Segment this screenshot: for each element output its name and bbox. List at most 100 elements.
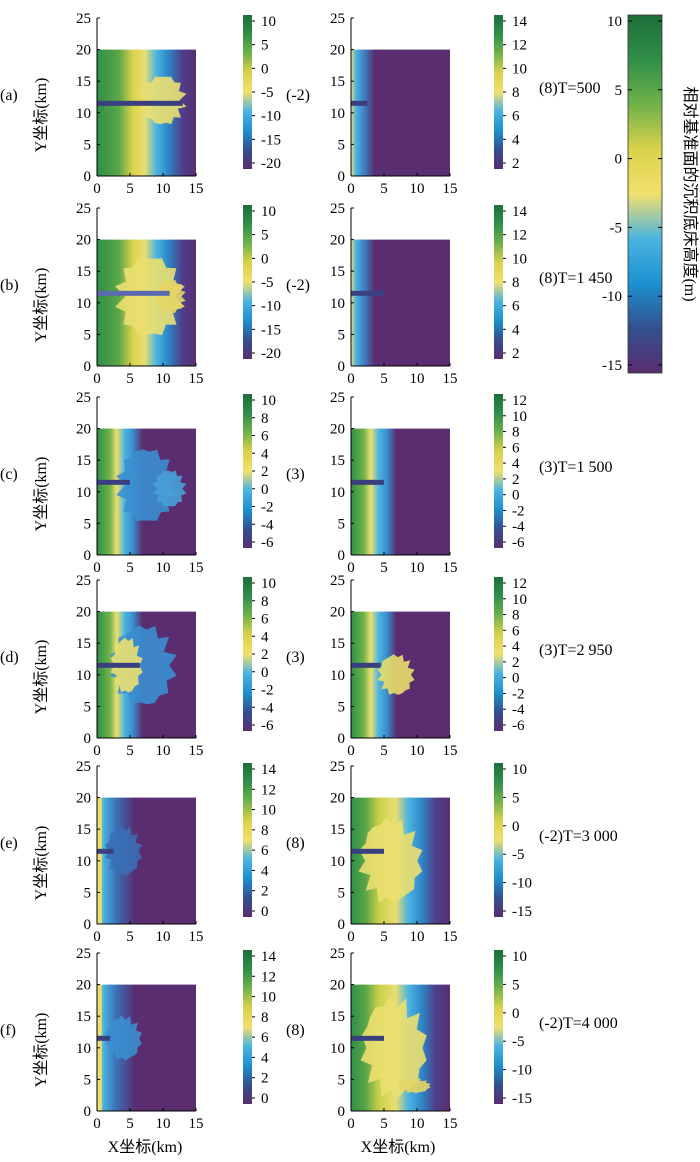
y-tick-label: 20 (330, 791, 345, 807)
colorbar-tick-label: -6 (261, 535, 274, 551)
river-channel (351, 848, 384, 854)
x-tick-label: 5 (126, 743, 134, 759)
y-tick-label: 5 (338, 699, 346, 715)
colorbar-tick-label: 14 (512, 204, 528, 220)
x-tick-label: 0 (93, 929, 101, 945)
y-tick-label: 5 (338, 516, 346, 532)
y-tick-label: 5 (84, 699, 92, 715)
y-tick-label: 0 (84, 359, 92, 375)
y-tick-label: 15 (330, 74, 345, 90)
y-tick-label: 0 (84, 169, 92, 185)
y-tick-label: 10 (76, 668, 91, 684)
colorbar-tick-label: -10 (512, 876, 532, 892)
y-tick-label: 20 (330, 605, 345, 621)
row-label: (b) (0, 277, 19, 294)
y-tick-label: 15 (330, 636, 345, 652)
time-label: (3)T=1 500 (539, 459, 612, 476)
legend-tick-label: 5 (615, 83, 623, 99)
y-tick-label: 10 (76, 485, 91, 501)
y-tick-label: 0 (84, 1104, 92, 1120)
river-channel (351, 100, 368, 106)
y-tick-label: 25 (76, 759, 91, 775)
x-tick-label: 5 (380, 1116, 388, 1132)
y-axis-label: Y坐标(km) (32, 640, 50, 715)
x-tick-label: 15 (443, 1116, 458, 1132)
colorbar-tick-label: 5 (512, 977, 520, 993)
colorbar-tick-label: 4 (512, 322, 520, 338)
colorbar-tick-label: -15 (512, 904, 532, 920)
colorbar-tick-label: 10 (261, 14, 276, 30)
deposit-lobe (104, 826, 143, 876)
colorbar-tick-label: 0 (261, 665, 269, 681)
legend: 10 5 0 -5 -10 -15 相对基准面的沉积底床高度(m) (602, 14, 699, 374)
x-tick-label: 0 (347, 1116, 355, 1132)
x-tick-label: 0 (93, 181, 101, 197)
y-tick-label: 25 (76, 11, 91, 27)
river-channel (351, 290, 384, 296)
y-tick-label: 15 (330, 1009, 345, 1025)
colorbar (243, 205, 252, 359)
colorbar-tick-label: 4 (261, 1050, 269, 1066)
colorbar-tick-label: 2 (512, 156, 520, 172)
colorbar-tick-label: -4 (261, 700, 274, 716)
y-tick-label: 15 (76, 453, 91, 469)
y-tick-label: 20 (76, 605, 91, 621)
colorbar-tick-label: 5 (261, 38, 269, 54)
colorbar-tick-label: 0 (512, 488, 520, 504)
colorbar-tick-label: -4 (512, 519, 525, 535)
y-tick-label: 20 (330, 233, 345, 249)
colorbar-tick-label: 12 (512, 38, 527, 54)
y-tick-label: 10 (76, 1041, 91, 1057)
y-tick-label: 20 (330, 422, 345, 438)
x-tick-label: 0 (93, 371, 101, 387)
colorbar-tick-label: 0 (512, 1006, 520, 1022)
y-axis-label: Y坐标(km) (32, 78, 50, 153)
x-axis-label-left: X坐标(km) (108, 1138, 183, 1156)
colorbar-tick-label: -2 (512, 503, 525, 519)
colorbar-tick-label: 0 (261, 251, 269, 267)
colorbar-tick-label: -6 (512, 718, 525, 734)
x-tick-label: 10 (156, 371, 171, 387)
colorbar-tick-label: -6 (261, 718, 274, 734)
y-tick-label: 5 (84, 1072, 92, 1088)
x-tick-label: 10 (156, 181, 171, 197)
y-tick-label: 5 (338, 1072, 346, 1088)
colorbar-tick-label: 6 (261, 1030, 269, 1046)
x-tick-label: 10 (156, 743, 171, 759)
x-tick-label: 0 (93, 560, 101, 576)
y-tick-label: 0 (338, 359, 346, 375)
deposit-lobe (396, 1078, 431, 1094)
x-tick-label: 15 (189, 560, 204, 576)
y-tick-label: 10 (76, 296, 91, 312)
y-tick-label: 20 (330, 43, 345, 59)
colorbar-tick-label: -20 (261, 156, 281, 172)
colorbar-tick-label: 6 (512, 440, 520, 456)
x-tick-label: 0 (93, 743, 101, 759)
colorbar-tick-label: -4 (261, 517, 274, 533)
legend-tick-label: -15 (602, 358, 622, 374)
colorbar-tick-label: 10 (512, 592, 527, 608)
y-tick-label: 0 (338, 731, 346, 747)
y-tick-label: 20 (76, 791, 91, 807)
colorbar-tick-label: 6 (261, 612, 269, 628)
deposit-lobe (153, 279, 186, 313)
y-tick-label: 20 (76, 233, 91, 249)
y-tick-label: 25 (76, 573, 91, 589)
y-tick-label: 15 (76, 636, 91, 652)
colorbar-tick-label: 12 (512, 393, 527, 409)
heatmap-background (351, 239, 450, 366)
colorbar-tick-label: 10 (512, 949, 527, 965)
colorbar-tick-label: -5 (512, 1034, 525, 1050)
x-tick-label: 5 (380, 929, 388, 945)
legend-tick-label: 10 (607, 14, 622, 30)
colorbar-tick-label: 8 (512, 85, 520, 101)
colorbar-tick-label: 4 (512, 132, 520, 148)
y-tick-label: 0 (84, 917, 92, 933)
colorbar (243, 15, 252, 169)
colorbar-tick-label: 2 (261, 884, 269, 900)
colorbar-tick-label: 10 (261, 204, 276, 220)
y-axis-label: Y坐标(km) (32, 457, 50, 532)
colorbar (243, 763, 252, 917)
y-tick-label: 5 (338, 137, 346, 153)
y-tick-label: 10 (330, 668, 345, 684)
